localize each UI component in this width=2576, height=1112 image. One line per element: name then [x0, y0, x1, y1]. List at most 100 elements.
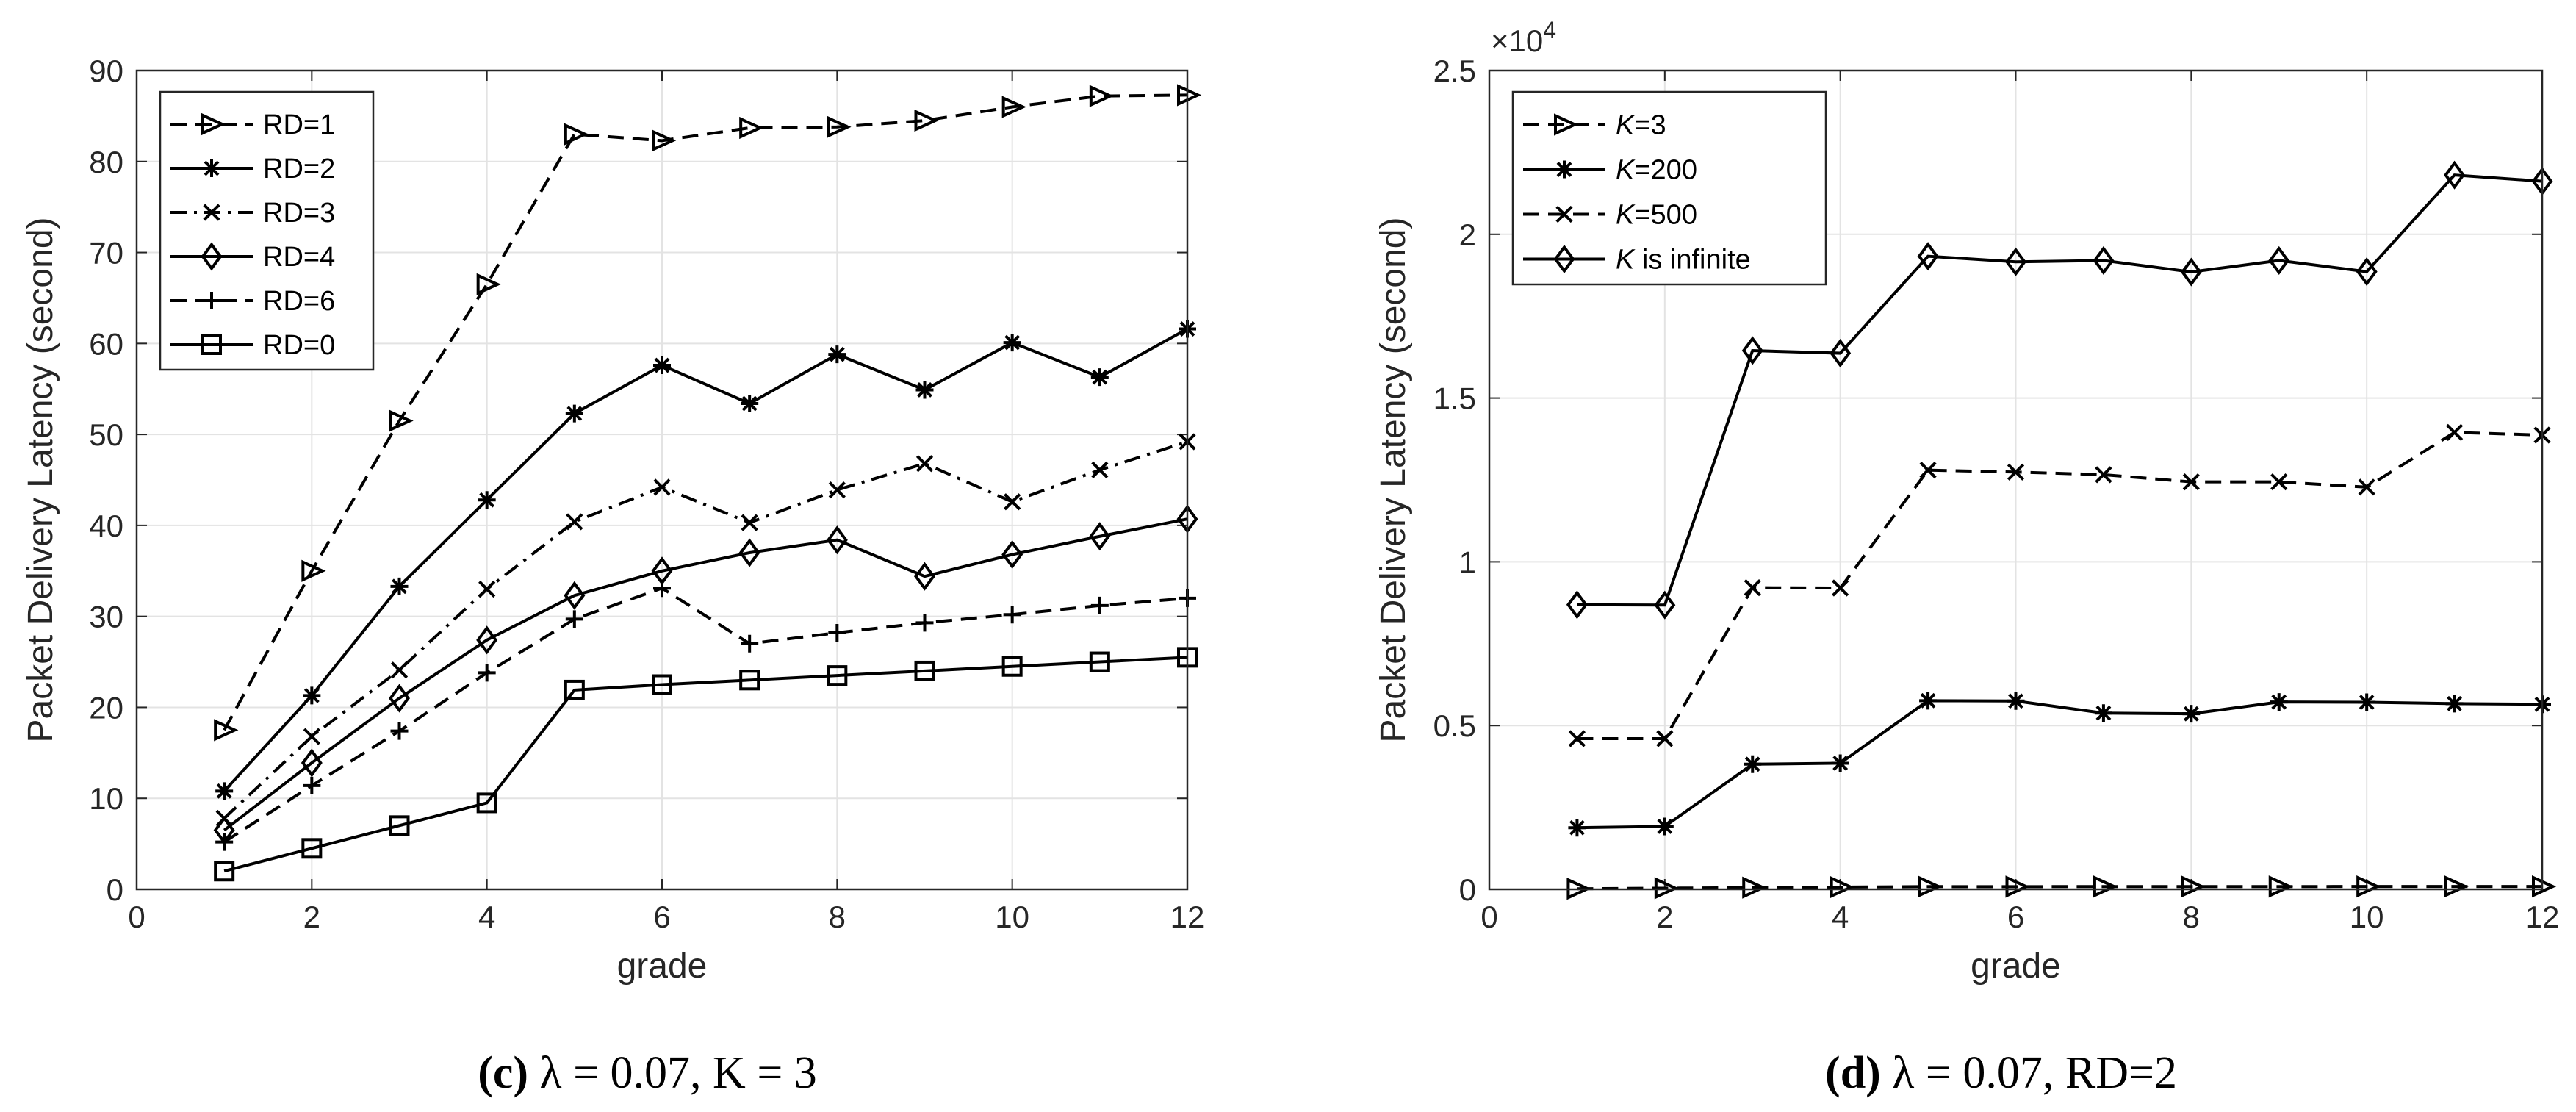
y-tick-label: 70 [89, 236, 123, 270]
x-tick-label: 12 [2525, 900, 2560, 934]
data-point [914, 660, 935, 681]
legend-marker [1554, 113, 1579, 136]
data-point [1001, 539, 1023, 570]
x-axis-label: grade [1971, 947, 2061, 986]
data-point [2356, 875, 2381, 898]
series-1 [214, 84, 1202, 742]
series-line [223, 327, 1188, 792]
series-line [1577, 173, 2543, 607]
chart-panel-d: 0 2 4 6 8 10 12 0 0.5 1 1.5 2 2.5 grade Packet Deliver… [1374, 17, 2559, 1098]
data-point [390, 722, 409, 740]
series-line [223, 587, 1188, 844]
y-tick-label: 50 [89, 417, 123, 452]
data-point [827, 115, 852, 138]
data-point [1919, 462, 1937, 479]
caption-text: λ = 0.07, RD=2 [1892, 1048, 2177, 1098]
data-point [2005, 875, 2030, 898]
data-point [1741, 336, 1763, 365]
legend-entry-rest: =3 [1634, 110, 1666, 141]
data-point [2445, 423, 2464, 442]
data-point [741, 395, 759, 413]
data-point [1001, 96, 1026, 118]
y-tick-label: 2 [1459, 218, 1476, 252]
caption-text: λ = 0.07, K = 3 [540, 1048, 817, 1098]
legend-marker [203, 204, 220, 221]
data-point [1566, 590, 1588, 620]
series-line [223, 517, 1188, 832]
data-point [478, 664, 496, 682]
data-point [389, 815, 410, 836]
data-point [653, 579, 671, 598]
data-point [2358, 478, 2375, 496]
legend-entry-variable: K [1616, 200, 1636, 231]
legend-entry: RD=4 [263, 242, 335, 273]
data-point [1090, 368, 1109, 387]
x-tick-label: 2 [1656, 900, 1673, 934]
data-point [1656, 730, 1674, 747]
x-tick-label: 4 [1832, 900, 1849, 934]
series-1 [1566, 875, 2557, 900]
y-tick-label: 1 [1459, 545, 1476, 579]
figure-caption: (d) λ = 0.07, RD=2 [1825, 1048, 2177, 1098]
legend-marker [1553, 244, 1575, 274]
legend-entry: RD=1 [263, 110, 335, 140]
series-line [1577, 885, 2542, 891]
y-tick-label: 0 [1459, 872, 1476, 907]
axis-multiplier-base: ×10 [1491, 24, 1543, 58]
data-point [1089, 85, 1115, 107]
chart-panel-c: 0 2 4 6 8 10 12 0 10 20 30 40 50 60 70 80 90 grade Packet … [21, 54, 1204, 1098]
x-tick-label: 8 [829, 900, 846, 934]
data-point [214, 719, 239, 742]
legend-marker [201, 112, 226, 136]
series-4 [1566, 160, 2553, 620]
data-point [1090, 596, 1109, 614]
series-6 [214, 647, 1198, 882]
data-point [303, 776, 321, 794]
data-point [1091, 461, 1109, 478]
data-point [303, 686, 321, 705]
data-point [564, 679, 585, 700]
x-tick-label: 10 [995, 900, 1029, 934]
data-point [2270, 473, 2288, 491]
y-tick-label: 0.5 [1433, 709, 1476, 743]
caption-label: (c) [478, 1048, 539, 1098]
series-line [223, 656, 1188, 873]
data-point [1655, 817, 1674, 836]
data-point [1568, 819, 1586, 837]
y-tick-label: 40 [89, 509, 123, 543]
y-tick-label: 1.5 [1433, 381, 1476, 416]
series-line [223, 440, 1188, 819]
axes-box [135, 69, 1189, 891]
legend-entry: K=3 [1616, 110, 1666, 141]
data-point [2182, 473, 2200, 491]
series-2 [215, 320, 1196, 800]
data-point [301, 748, 323, 778]
legend-marker [201, 242, 223, 271]
series-2 [1568, 692, 2551, 837]
y-axis-label: Packet Delivery Latency (second) [21, 218, 60, 743]
data-point [565, 404, 583, 423]
data-point [1832, 579, 1849, 597]
data-point [215, 782, 234, 800]
y-tick-label: 60 [89, 326, 123, 361]
legend-entry-variable: K [1616, 245, 1636, 276]
data-point [214, 861, 235, 882]
legend-entry: K is infinite [1616, 245, 1751, 276]
data-point [1654, 590, 1676, 620]
legend-marker [1555, 205, 1573, 223]
data-point [653, 356, 671, 375]
legend-marker [1555, 160, 1573, 179]
data-point [827, 665, 848, 686]
data-point [2180, 257, 2202, 287]
data-point [2268, 875, 2293, 898]
y-axis-label: Packet Delivery Latency (second) [1374, 218, 1413, 743]
data-point [2270, 693, 2288, 711]
data-point [652, 129, 677, 152]
data-point [390, 577, 409, 595]
x-tick-label: 0 [1481, 900, 1497, 934]
data-point [741, 634, 759, 653]
y-tick-label: 10 [89, 781, 123, 816]
data-point [1917, 242, 1939, 271]
